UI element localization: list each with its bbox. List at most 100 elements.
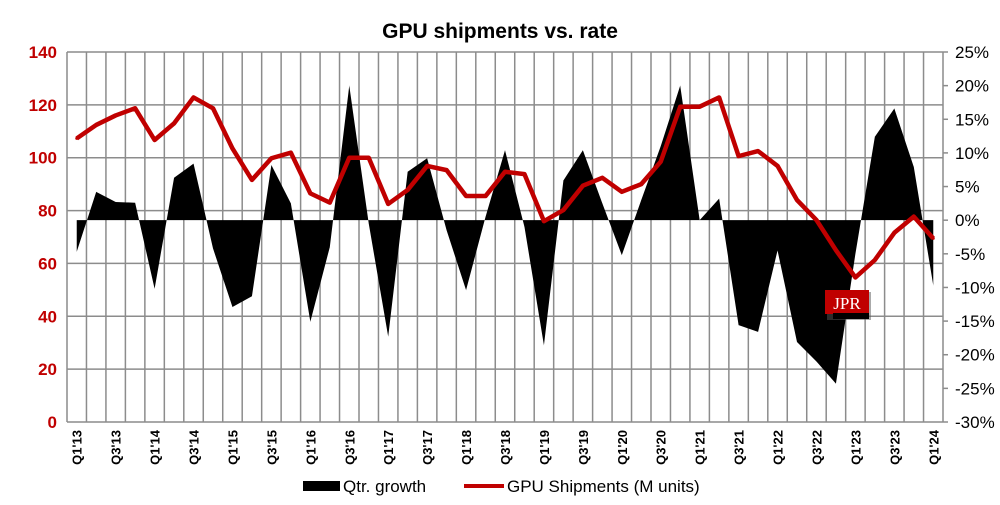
gpu-shipments-point [931,236,935,240]
right-tick-label: -15% [955,312,995,331]
gpu-shipments-point [386,202,390,206]
gpu-shipments-point [737,154,741,158]
right-tick-label: -10% [955,278,995,297]
x-tick-label: Q3'22 [809,430,824,465]
gpu-shipments-point [250,178,254,182]
gpu-shipments-point [620,190,624,194]
left-tick-label: 100 [29,149,57,168]
gpu-shipments-point [834,248,838,252]
qtr-growth-area [76,85,934,384]
gpu-shipments-point [289,151,293,155]
left-tick-label: 140 [29,43,57,62]
x-tick-label: Q1'16 [303,430,318,465]
legend: Qtr. growth GPU Shipments (M units) [303,477,700,496]
gpu-shipments-point [776,164,780,168]
gpu-shipments-point [94,123,98,127]
x-tick-label: Q3'14 [187,429,202,465]
gpu-shipments-point [75,136,79,140]
gpu-shipments-point [211,106,215,110]
right-tick-label: -5% [955,245,985,264]
right-tick-label: -30% [955,413,995,432]
gpu-shipments-point [795,198,799,202]
gpu-shipments-point [873,258,877,262]
gpu-shipments-point [522,172,526,176]
gpu-shipments-point [308,191,312,195]
gpu-shipments-point [484,194,488,198]
x-tick-label: Q1'17 [381,430,396,465]
x-tick-label: Q3'18 [498,430,513,465]
x-tick-label: Q1'21 [693,430,708,465]
gpu-shipments-point [698,105,702,109]
x-tick-label: Q3'16 [342,430,357,465]
x-tick-label: Q3'19 [576,430,591,465]
right-tick-label: 20% [955,77,989,96]
left-tick-label: 60 [38,254,57,273]
qtr-growth-area-fill [76,85,934,384]
right-tick-label: 15% [955,110,989,129]
left-tick-label: 40 [38,307,57,326]
x-tick-label: Q3'15 [264,430,279,465]
right-tick-label: -20% [955,346,995,365]
x-tick-label: Q3'17 [420,430,435,465]
right-tick-label: 5% [955,178,980,197]
svg-text:JPR: JPR [833,294,861,313]
gpu-shipments-point [445,168,449,172]
jpr-logo: JPR [825,290,871,320]
x-tick-label: Q1'14 [148,429,163,465]
x-tick-label: Q1'20 [615,430,630,465]
gpu-shipments-point [192,95,196,99]
gpu-shipments-line [75,95,935,280]
gpu-shipments-point [153,138,157,142]
x-tick-label: Q3'13 [109,430,124,465]
right-tick-label: 10% [955,144,989,163]
gpu-shipments-point [230,146,234,150]
gpu-shipments-point [581,184,585,188]
x-tick-label: Q3'21 [732,430,747,465]
gpu-shipments-point [269,156,273,160]
gpu-shipments-point [912,215,916,219]
gpu-shipments-point [503,170,507,174]
right-tick-label: 0% [955,211,980,230]
left-tick-label: 80 [38,202,57,221]
gpu-shipments-point [892,231,896,235]
gpu-shipments-point [561,208,565,212]
x-axis: Q1'13 Q3'13 Q1'14 Q3'14 Q1'15 Q3'15 Q1'16 Q3'16… [70,429,942,465]
left-tick-label: 0 [48,413,57,432]
legend-label-gpu-shipments: GPU Shipments (M units) [507,477,700,496]
gpu-shipments-point [542,219,546,223]
x-tick-label: Q3'23 [887,430,902,465]
gpu-shipments-point [717,95,721,99]
gpu-shipments-point [853,275,857,279]
gpu-shipments-point [347,156,351,160]
gpu-shipments-point [328,201,332,205]
x-tick-label: Q1'23 [848,430,863,465]
gpu-shipments-point [814,218,818,222]
gpu-shipments-point [114,113,118,117]
gpu-shipments-point [659,160,663,164]
gpu-shipments-point [425,164,429,168]
chart-title: GPU shipments vs. rate [382,20,618,43]
legend-label-qtr-growth: Qtr. growth [343,477,426,496]
x-tick-label: Q1'15 [225,430,240,465]
right-tick-label: 25% [955,43,989,62]
gpu-shipments-point [367,156,371,160]
left-tick-label: 20 [38,360,57,379]
x-tick-label: Q1'22 [771,430,786,465]
x-tick-label: Q3'20 [654,430,669,465]
gpu-shipments-point [133,106,137,110]
x-tick-label: Q1'24 [926,429,941,465]
gpu-shipments-point [406,188,410,192]
gpu-shipments-point [639,182,643,186]
left-axis: 0 20 40 60 80 100 120 140 [29,43,57,432]
gpu-shipments-point [600,176,604,180]
legend-swatch-qtr-growth [303,481,340,491]
x-tick-label: Q1'18 [459,430,474,465]
x-tick-label: Q1'19 [537,430,552,465]
x-tick-label: Q1'13 [70,430,85,465]
gpu-shipments-point [172,121,176,125]
gpu-shipments-point [464,194,468,198]
gpu-shipments-point [678,105,682,109]
right-tick-label: -25% [955,379,995,398]
left-tick-label: 120 [29,96,57,115]
